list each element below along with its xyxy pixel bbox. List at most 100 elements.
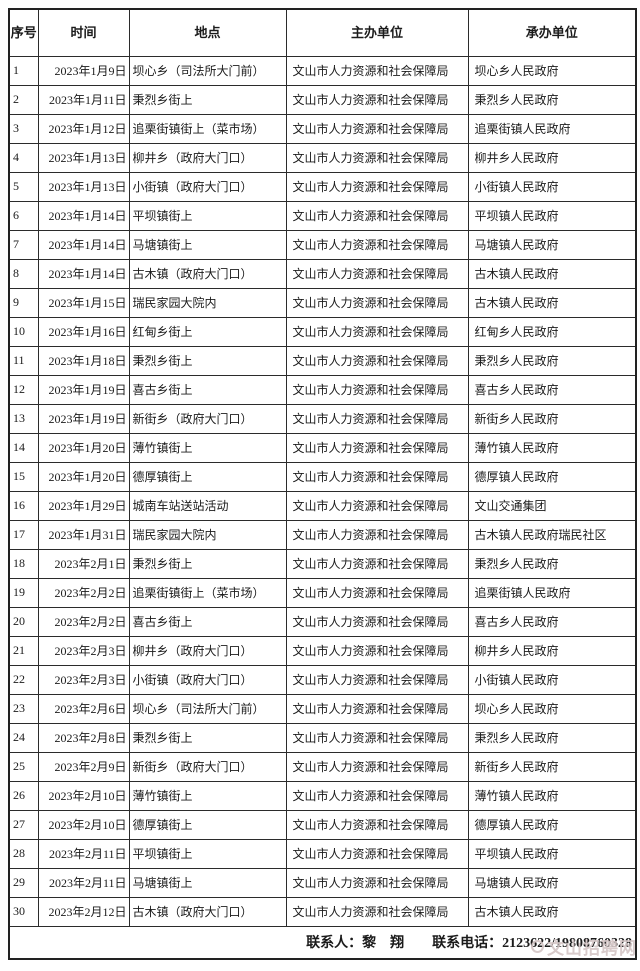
row-undertaker-cell: 红甸乡人民政府 [467, 316, 637, 347]
row-host-cell: 文山市人力资源和社会保障局 [285, 606, 469, 637]
row-place-cell: 追栗街镇街上（菜市场） [128, 113, 287, 144]
header-cell-time: 时间 [37, 8, 130, 57]
header-row: 序号 时间 地点 主办单位 承办单位 [8, 8, 637, 57]
row-host-cell: 文山市人力资源和社会保障局 [285, 55, 469, 86]
row-time-cell: 2023年2月10日 [37, 780, 130, 811]
row-number-cell: 14 [8, 432, 39, 463]
row-place-cell: 薄竹镇街上 [128, 432, 287, 463]
row-host-cell: 文山市人力资源和社会保障局 [285, 171, 469, 202]
row-number-cell: 15 [8, 461, 39, 492]
row-place-cell: 平坝镇街上 [128, 200, 287, 231]
row-undertaker-cell: 追栗街镇人民政府 [467, 577, 637, 608]
row-host-cell: 文山市人力资源和社会保障局 [285, 113, 469, 144]
table-row: 6 2023年1月14日 平坝镇街上 文山市人力资源和社会保障局 平坝镇人民政府 [8, 200, 637, 231]
row-host-cell: 文山市人力资源和社会保障局 [285, 345, 469, 376]
row-host-cell: 文山市人力资源和社会保障局 [285, 316, 469, 347]
row-host-cell: 文山市人力资源和社会保障局 [285, 142, 469, 173]
table-row: 16 2023年1月29日 城南车站送站活动 文山市人力资源和社会保障局 文山交… [8, 490, 637, 521]
row-time-cell: 2023年2月12日 [37, 896, 130, 927]
row-host-cell: 文山市人力资源和社会保障局 [285, 751, 469, 782]
row-host-cell: 文山市人力资源和社会保障局 [285, 229, 469, 260]
row-number-cell: 16 [8, 490, 39, 521]
table-row: 10 2023年1月16日 红甸乡街上 文山市人力资源和社会保障局 红甸乡人民政… [8, 316, 637, 347]
row-number-cell: 12 [8, 374, 39, 405]
table-row: 23 2023年2月6日 坝心乡（司法所大门前） 文山市人力资源和社会保障局 坝… [8, 693, 637, 724]
row-undertaker-cell: 薄竹镇人民政府 [467, 432, 637, 463]
row-place-cell: 追栗街镇街上（菜市场） [128, 577, 287, 608]
row-undertaker-cell: 古木镇人民政府 [467, 287, 637, 318]
row-number-cell: 22 [8, 664, 39, 695]
row-place-cell: 德厚镇街上 [128, 809, 287, 840]
row-undertaker-cell: 小街镇人民政府 [467, 171, 637, 202]
row-time-cell: 2023年1月18日 [37, 345, 130, 376]
row-time-cell: 2023年1月29日 [37, 490, 130, 521]
row-time-cell: 2023年2月2日 [37, 606, 130, 637]
row-number-cell: 9 [8, 287, 39, 318]
row-undertaker-cell: 新街乡人民政府 [467, 403, 637, 434]
row-place-cell: 坝心乡（司法所大门前） [128, 55, 287, 86]
table-row: 27 2023年2月10日 德厚镇街上 文山市人力资源和社会保障局 德厚镇人民政… [8, 809, 637, 840]
row-undertaker-cell: 古木镇人民政府瑞民社区 [467, 519, 637, 550]
row-number-cell: 26 [8, 780, 39, 811]
row-host-cell: 文山市人力资源和社会保障局 [285, 84, 469, 115]
row-time-cell: 2023年2月11日 [37, 867, 130, 898]
row-time-cell: 2023年1月19日 [37, 374, 130, 405]
row-undertaker-cell: 坝心乡人民政府 [467, 693, 637, 724]
row-host-cell: 文山市人力资源和社会保障局 [285, 287, 469, 318]
row-host-cell: 文山市人力资源和社会保障局 [285, 838, 469, 869]
row-undertaker-cell: 喜古乡人民政府 [467, 606, 637, 637]
row-place-cell: 秉烈乡街上 [128, 548, 287, 579]
row-host-cell: 文山市人力资源和社会保障局 [285, 664, 469, 695]
row-undertaker-cell: 坝心乡人民政府 [467, 55, 637, 86]
table-row: 3 2023年1月12日 追栗街镇街上（菜市场） 文山市人力资源和社会保障局 追… [8, 113, 637, 144]
row-number-cell: 7 [8, 229, 39, 260]
row-number-cell: 30 [8, 896, 39, 927]
row-number-cell: 21 [8, 635, 39, 666]
table-row: 24 2023年2月8日 秉烈乡街上 文山市人力资源和社会保障局 秉烈乡人民政府 [8, 722, 637, 753]
contact-label: 联系人： [306, 936, 363, 952]
table-row: 2 2023年1月11日 秉烈乡街上 文山市人力资源和社会保障局 秉烈乡人民政府 [8, 84, 637, 115]
row-number-cell: 18 [8, 548, 39, 579]
row-number-cell: 29 [8, 867, 39, 898]
row-number-cell: 25 [8, 751, 39, 782]
row-time-cell: 2023年1月14日 [37, 258, 130, 289]
row-undertaker-cell: 秉烈乡人民政府 [467, 345, 637, 376]
schedule-sheet: 序号 时间 地点 主办单位 承办单位 1 2023年1月9日 坝心乡（司法所大门… [8, 8, 637, 960]
table-row: 11 2023年1月18日 秉烈乡街上 文山市人力资源和社会保障局 秉烈乡人民政… [8, 345, 637, 376]
row-undertaker-cell: 秉烈乡人民政府 [467, 84, 637, 115]
row-host-cell: 文山市人力资源和社会保障局 [285, 258, 469, 289]
row-number-cell: 17 [8, 519, 39, 550]
row-number-cell: 2 [8, 84, 39, 115]
row-undertaker-cell: 德厚镇人民政府 [467, 809, 637, 840]
row-place-cell: 坝心乡（司法所大门前） [128, 693, 287, 724]
row-place-cell: 瑞民家园大院内 [128, 287, 287, 318]
row-place-cell: 小街镇（政府大门口） [128, 664, 287, 695]
row-place-cell: 新街乡（政府大门口） [128, 751, 287, 782]
row-time-cell: 2023年1月20日 [37, 432, 130, 463]
table-row: 25 2023年2月9日 新街乡（政府大门口） 文山市人力资源和社会保障局 新街… [8, 751, 637, 782]
row-undertaker-cell: 古木镇人民政府 [467, 258, 637, 289]
row-host-cell: 文山市人力资源和社会保障局 [285, 461, 469, 492]
row-undertaker-cell: 秉烈乡人民政府 [467, 548, 637, 579]
row-undertaker-cell: 文山交通集团 [467, 490, 637, 521]
row-place-cell: 小街镇（政府大门口） [128, 171, 287, 202]
row-place-cell: 薄竹镇街上 [128, 780, 287, 811]
header-cell-no: 序号 [8, 8, 39, 57]
row-number-cell: 19 [8, 577, 39, 608]
row-host-cell: 文山市人力资源和社会保障局 [285, 548, 469, 579]
row-time-cell: 2023年1月13日 [37, 142, 130, 173]
phone-numbers: 2123622/19808760328 [502, 936, 632, 952]
row-undertaker-cell: 平坝镇人民政府 [467, 838, 637, 869]
table-row: 26 2023年2月10日 薄竹镇街上 文山市人力资源和社会保障局 薄竹镇人民政… [8, 780, 637, 811]
row-place-cell: 秉烈乡街上 [128, 84, 287, 115]
row-host-cell: 文山市人力资源和社会保障局 [285, 490, 469, 521]
table-row: 9 2023年1月15日 瑞民家园大院内 文山市人力资源和社会保障局 古木镇人民… [8, 287, 637, 318]
row-host-cell: 文山市人力资源和社会保障局 [285, 374, 469, 405]
row-place-cell: 柳井乡（政府大门口） [128, 635, 287, 666]
row-time-cell: 2023年1月15日 [37, 287, 130, 318]
row-time-cell: 2023年2月2日 [37, 577, 130, 608]
row-number-cell: 1 [8, 55, 39, 86]
table-row: 30 2023年2月12日 古木镇（政府大门口） 文山市人力资源和社会保障局 古… [8, 896, 637, 927]
table-row: 17 2023年1月31日 瑞民家园大院内 文山市人力资源和社会保障局 古木镇人… [8, 519, 637, 550]
